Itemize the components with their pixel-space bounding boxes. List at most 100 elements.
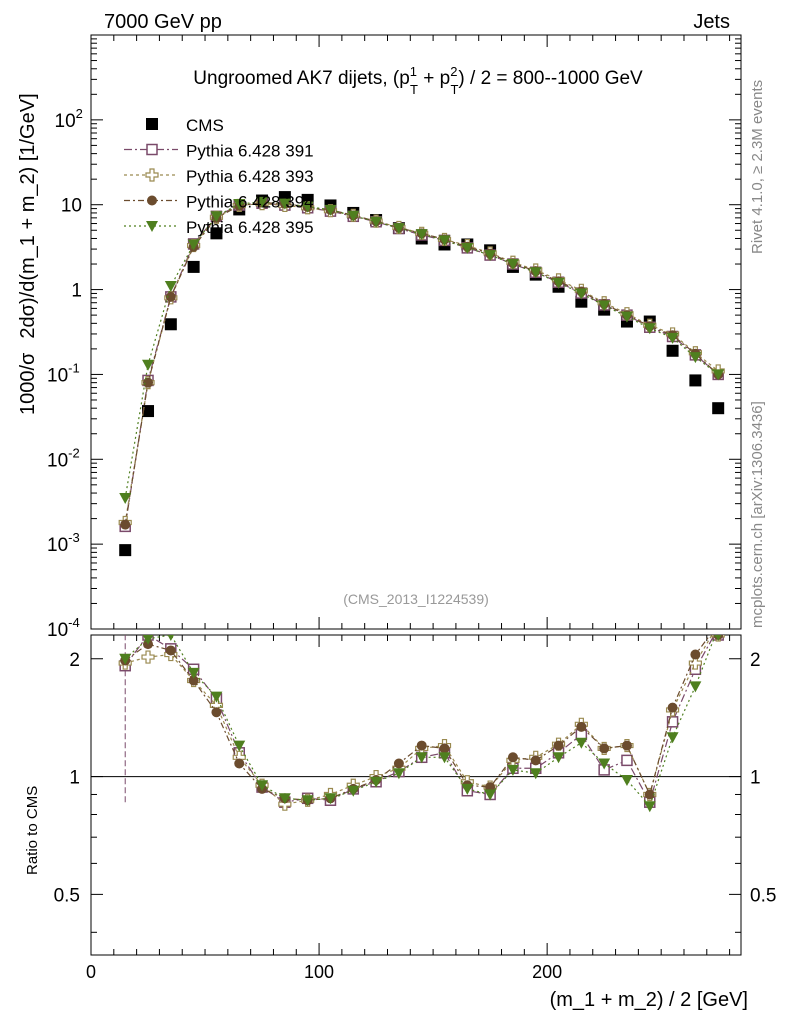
ratio-point [392, 768, 405, 780]
data-point [392, 223, 405, 235]
ratio-point [370, 776, 383, 788]
data-point [461, 242, 474, 254]
ratio-point [575, 737, 588, 749]
ratio-pythia-6-428-394 [120, 635, 724, 806]
ratio-point [530, 755, 541, 766]
ratio-point [576, 721, 587, 732]
data-point [484, 250, 497, 262]
legend-label: Pythia 6.428 395 [186, 218, 314, 237]
y-tick-label: 10-4 [47, 615, 80, 641]
chart-title: Ungroomed AK7 dijets, (p1 T + p2 T) / 2 = … [193, 64, 643, 97]
data-point [119, 544, 132, 557]
data-point [142, 359, 155, 371]
series-line [124, 201, 719, 525]
series-line [124, 201, 719, 499]
data-point [142, 405, 155, 418]
y-tick-label: 10-1 [47, 360, 80, 386]
legend-marker [147, 195, 157, 206]
series-pythia-6-428-394 [120, 197, 724, 530]
data-point [643, 323, 656, 335]
ratio-point [278, 793, 291, 805]
ratio-point [393, 758, 404, 769]
ratio-point [689, 681, 702, 693]
data-point [620, 311, 633, 323]
y-tick-label: 10-3 [47, 530, 80, 556]
ratio-pythia-6-428-393 [118, 635, 725, 811]
data-point [165, 291, 176, 302]
ratio-point [599, 743, 610, 754]
ratio-point [324, 793, 337, 805]
series-line [124, 203, 719, 523]
data-point [278, 198, 291, 210]
legend-marker [146, 118, 158, 130]
data-point [712, 369, 725, 381]
rivet-label: Rivet 4.1.0, ≥ 2.3M events [749, 80, 766, 254]
ratio-y-axis-label: Ratio to CMS [24, 786, 41, 875]
ratio-point [301, 795, 314, 807]
data-point [187, 260, 200, 273]
ratio-point [211, 707, 222, 718]
data-point [210, 211, 223, 223]
header-right: Jets [693, 11, 730, 33]
data-point [187, 239, 200, 251]
series-pythia-6-428-391 [119, 197, 724, 533]
ratio-point [347, 785, 360, 797]
data-point [164, 318, 177, 331]
legend: CMS Pythia 6.428 391 Pythia 6.428 393 Pythi… [124, 116, 314, 237]
ratio-point [620, 774, 633, 786]
ratio-point [142, 635, 154, 645]
data-point [529, 267, 542, 279]
ratio-point [621, 740, 632, 751]
ratio-point [210, 691, 223, 703]
ratio-series [118, 635, 725, 813]
data-point [415, 229, 428, 241]
data-point [233, 198, 246, 210]
data-point [256, 196, 269, 208]
legend-marker [146, 221, 158, 232]
legend-label: Pythia 6.428 391 [186, 142, 314, 161]
series-line [124, 202, 719, 527]
data-point [301, 201, 314, 213]
data-point [506, 259, 519, 271]
analysis-id: (CMS_2013_I1224539) [343, 591, 489, 607]
data-point [438, 235, 451, 247]
ratio-point [644, 789, 655, 800]
legend-marker [145, 168, 159, 182]
ratio-point [621, 754, 633, 767]
data-point [119, 492, 132, 504]
ratio-pythia-6-428-391 [119, 635, 724, 808]
x-tick-label: 100 [304, 962, 334, 982]
ratio-y-tick-label-right: 0.5 [750, 885, 776, 906]
ratio-point [141, 650, 155, 664]
ratio-point [714, 635, 722, 641]
axis-ticks: 0 100 200 10-4 10-3 10-2 10-1 1 10 102 0.5 0.5 1 1 2 2 [47, 35, 776, 982]
series-layer [118, 191, 725, 813]
header-left: 7000 GeV pp [104, 11, 222, 33]
mcplots-label: mcplots.cern.ch [arXiv:1306.3436] [749, 401, 766, 628]
data-point [575, 288, 588, 300]
data-point [689, 352, 702, 364]
data-point [712, 402, 725, 415]
series-pythia-6-428-395 [119, 196, 725, 504]
data-point [598, 300, 611, 312]
ratio-y-tick-label: 0.5 [54, 885, 80, 906]
ratio-point [553, 740, 564, 751]
ratio-point [552, 752, 565, 764]
ratio-point [461, 783, 474, 795]
ratio-point [439, 743, 450, 754]
series-cms [119, 191, 725, 557]
y-axis-label: 1000/σ2dσ)/d(m_1 + m_2) [1/GeV] [17, 93, 39, 415]
ratio-point [667, 702, 678, 713]
ratio-y-tick-label-right: 2 [750, 650, 761, 671]
y-tick-label: 10 [61, 196, 82, 217]
ratio-point [188, 675, 199, 686]
ratio-point [167, 635, 175, 641]
ratio-point [165, 645, 176, 656]
data-point [370, 216, 383, 228]
data-point [164, 281, 177, 293]
ratio-pythia-6-428-395 [119, 635, 722, 813]
data-point [210, 227, 223, 240]
ratio-y-tick-label: 2 [69, 650, 80, 671]
legend-label: CMS [186, 116, 224, 135]
ratio-y-tick-label-right: 1 [750, 768, 761, 789]
